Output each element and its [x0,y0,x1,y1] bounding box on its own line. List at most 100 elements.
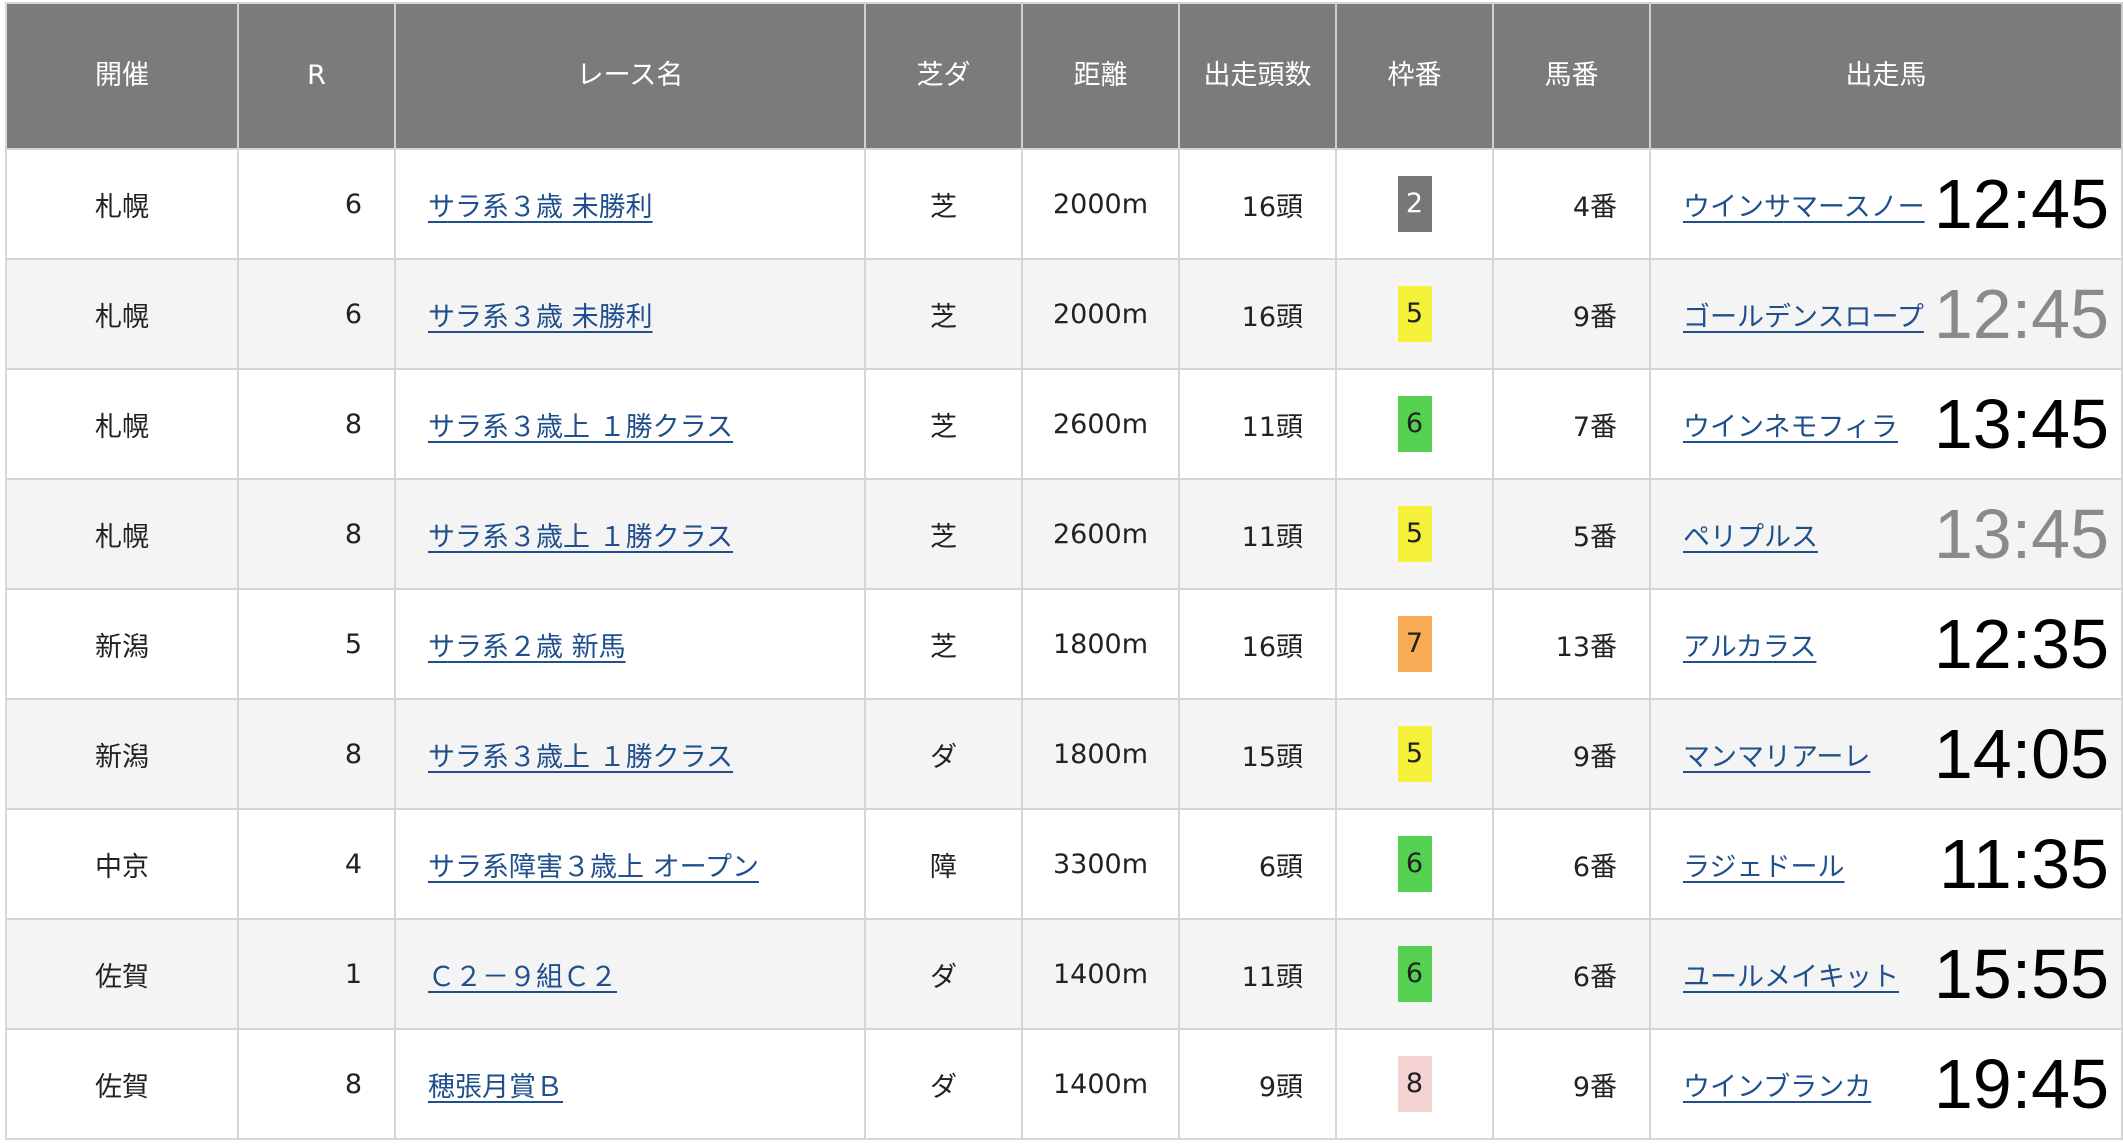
venue-cell: 札幌 [6,368,239,479]
distance-cell: 1400m [1022,918,1180,1029]
horse-link[interactable]: ウインブランカ [1683,1071,1872,1103]
header-frame-number: 枠番 [1336,3,1494,149]
frame-cell: 2 [1336,148,1494,259]
race-name-cell: サラ系２歳 新馬 [395,588,866,699]
race-time: 12:35 [1933,605,2109,683]
horse-link[interactable]: ゴールデンスロープ [1683,301,1924,333]
surface-cell: 芝 [865,478,1023,589]
race-time: 13:45 [1933,385,2109,463]
header-runners: 出走頭数 [1179,3,1337,149]
frame-cell: 7 [1336,588,1494,699]
horse-link[interactable]: ウインサマースノー [1683,191,1925,223]
race-number-cell: 8 [238,698,396,809]
header-race-number: R [238,3,396,149]
frame-cell: 5 [1336,698,1494,809]
horse-cell: ラジェドール 11:35 [1650,808,2123,919]
horse-link[interactable]: マンマリアーレ [1683,741,1871,773]
surface-cell: ダ [865,1028,1023,1139]
distance-cell: 2000m [1022,258,1180,369]
race-number-cell: 8 [238,1028,396,1139]
runners-cell: 15頭 [1179,698,1337,809]
horse-link[interactable]: ラジェドール [1683,851,1845,883]
frame-number-badge: 8 [1397,1056,1432,1112]
header-race-name: レース名 [395,3,866,149]
surface-cell: ダ [865,918,1023,1029]
distance-cell: 2000m [1022,148,1180,259]
venue-cell: 中京 [6,808,239,919]
runners-cell: 11頭 [1179,478,1337,589]
frame-number-badge: 7 [1397,616,1432,672]
race-time: 13:45 [1933,495,2109,573]
header-horse-number: 馬番 [1493,3,1651,149]
race-name-link[interactable]: サラ系３歳 未勝利 [428,191,653,223]
frame-number-badge: 6 [1397,946,1432,1002]
race-name-link[interactable]: 穂張月賞Ｂ [428,1071,563,1103]
header-horse: 出走馬 [1650,3,2123,149]
horse-link[interactable]: ウインネモフィラ [1683,411,1898,443]
frame-number-badge: 6 [1397,836,1432,892]
horse-number-cell: 7番 [1493,368,1651,479]
header-surface: 芝ダ [865,3,1023,149]
table-row: 佐賀 8 穂張月賞Ｂ ダ 1400m 9頭 8 9番 ウインブランカ 19:45 [6,1028,2123,1139]
frame-number-badge: 5 [1397,506,1432,562]
frame-cell: 6 [1336,368,1494,479]
horse-number-cell: 9番 [1493,258,1651,369]
horse-number-cell: 6番 [1493,808,1651,919]
horse-number-cell: 4番 [1493,148,1651,259]
surface-cell: 障 [865,808,1023,919]
race-name-link[interactable]: サラ系３歳 未勝利 [428,301,653,333]
frame-cell: 5 [1336,478,1494,589]
distance-cell: 2600m [1022,368,1180,479]
horse-cell: ウインブランカ 19:45 [1650,1028,2123,1139]
surface-cell: 芝 [865,148,1023,259]
race-name-link[interactable]: サラ系２歳 新馬 [428,631,626,663]
horse-number-cell: 5番 [1493,478,1651,589]
race-name-cell: サラ系障害３歳上 オープン [395,808,866,919]
horse-link[interactable]: アルカラス [1683,631,1817,663]
race-name-cell: サラ系３歳上 １勝クラス [395,368,866,479]
table-row: 佐賀 1 Ｃ２－９組Ｃ２ ダ 1400m 11頭 6 6番 ユールメイキット 15… [6,918,2123,1029]
surface-cell: 芝 [865,368,1023,479]
race-time: 14:05 [1933,715,2109,793]
race-name-cell: サラ系３歳 未勝利 [395,258,866,369]
horse-number-cell: 13番 [1493,588,1651,699]
race-name-link[interactable]: サラ系３歳上 １勝クラス [428,521,734,553]
horse-number-cell: 9番 [1493,1028,1651,1139]
horse-number-cell: 9番 [1493,698,1651,809]
race-name-cell: 穂張月賞Ｂ [395,1028,866,1139]
race-name-cell: サラ系３歳 未勝利 [395,148,866,259]
horse-link[interactable]: ユールメイキット [1683,961,1899,993]
horse-cell: ユールメイキット 15:55 [1650,918,2123,1029]
table-row: 新潟 5 サラ系２歳 新馬 芝 1800m 16頭 7 13番 アルカラス 12:… [6,588,2123,699]
venue-cell: 佐賀 [6,918,239,1029]
race-name-link[interactable]: サラ系障害３歳上 オープン [428,851,759,883]
distance-cell: 1800m [1022,588,1180,699]
runners-cell: 11頭 [1179,368,1337,479]
race-number-cell: 6 [238,148,396,259]
frame-number-badge: 5 [1397,726,1432,782]
horse-link[interactable]: ペリプルス [1683,521,1818,553]
race-name-link[interactable]: サラ系３歳上 １勝クラス [428,411,734,443]
table-row: 新潟 8 サラ系３歳上 １勝クラス ダ 1800m 15頭 5 9番 マンマリア… [6,698,2123,809]
race-time: 11:35 [1939,825,2109,903]
race-name-link[interactable]: Ｃ２－９組Ｃ２ [428,961,617,993]
distance-cell: 2600m [1022,478,1180,589]
race-name-link[interactable]: サラ系３歳上 １勝クラス [428,741,734,773]
table-header-row: 開催 R レース名 芝ダ 距離 出走頭数 枠番 馬番 出走馬 [6,3,2123,149]
race-time: 12:45 [1933,165,2109,243]
race-number-cell: 1 [238,918,396,1029]
venue-cell: 札幌 [6,148,239,259]
venue-cell: 新潟 [6,698,239,809]
frame-cell: 6 [1336,918,1494,1029]
runners-cell: 16頭 [1179,148,1337,259]
race-number-cell: 8 [238,368,396,479]
venue-cell: 札幌 [6,478,239,589]
venue-cell: 札幌 [6,258,239,369]
race-number-cell: 5 [238,588,396,699]
frame-number-badge: 2 [1397,176,1432,232]
frame-number-badge: 5 [1397,286,1432,342]
horse-cell: ゴールデンスロープ 12:45 [1650,258,2123,369]
horse-cell: ウインネモフィラ 13:45 [1650,368,2123,479]
surface-cell: ダ [865,698,1023,809]
race-time: 19:45 [1933,1045,2109,1123]
